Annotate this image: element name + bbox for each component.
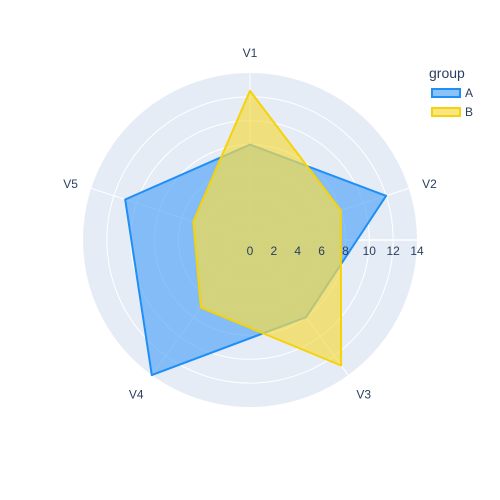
radial-tick-4: 4 (294, 244, 301, 258)
radial-tick-0: 0 (247, 244, 254, 258)
axis-label-V5: V5 (63, 177, 78, 191)
series-layer (124, 89, 388, 377)
legend: group AB (429, 65, 473, 119)
axis-label-V2: V2 (422, 177, 437, 191)
radial-tick-6: 6 (318, 244, 325, 258)
axis-label-V1: V1 (243, 46, 258, 60)
radial-tick-14: 14 (410, 244, 424, 258)
legend-swatch-A (431, 88, 461, 98)
legend-item-A[interactable]: A (431, 86, 473, 100)
legend-swatch-B (431, 107, 461, 117)
radial-tick-10: 10 (363, 244, 377, 258)
radial-tick-labels: 0 2 4 6 8 10 12 14 (247, 244, 424, 258)
axis-label-V4: V4 (129, 387, 144, 401)
radial-tick-2: 2 (271, 244, 278, 258)
axis-label-V3: V3 (356, 387, 371, 401)
legend-label-A: A (465, 86, 473, 100)
angular-axis-labels: V1 V2 V3 V4 V5 (63, 46, 437, 401)
legend-title: group (429, 65, 465, 81)
legend-item-B[interactable]: B (431, 105, 473, 119)
radial-tick-8: 8 (342, 244, 349, 258)
radial-tick-12: 12 (386, 244, 400, 258)
legend-label-B: B (465, 105, 473, 119)
series-B-polygon (192, 89, 343, 367)
